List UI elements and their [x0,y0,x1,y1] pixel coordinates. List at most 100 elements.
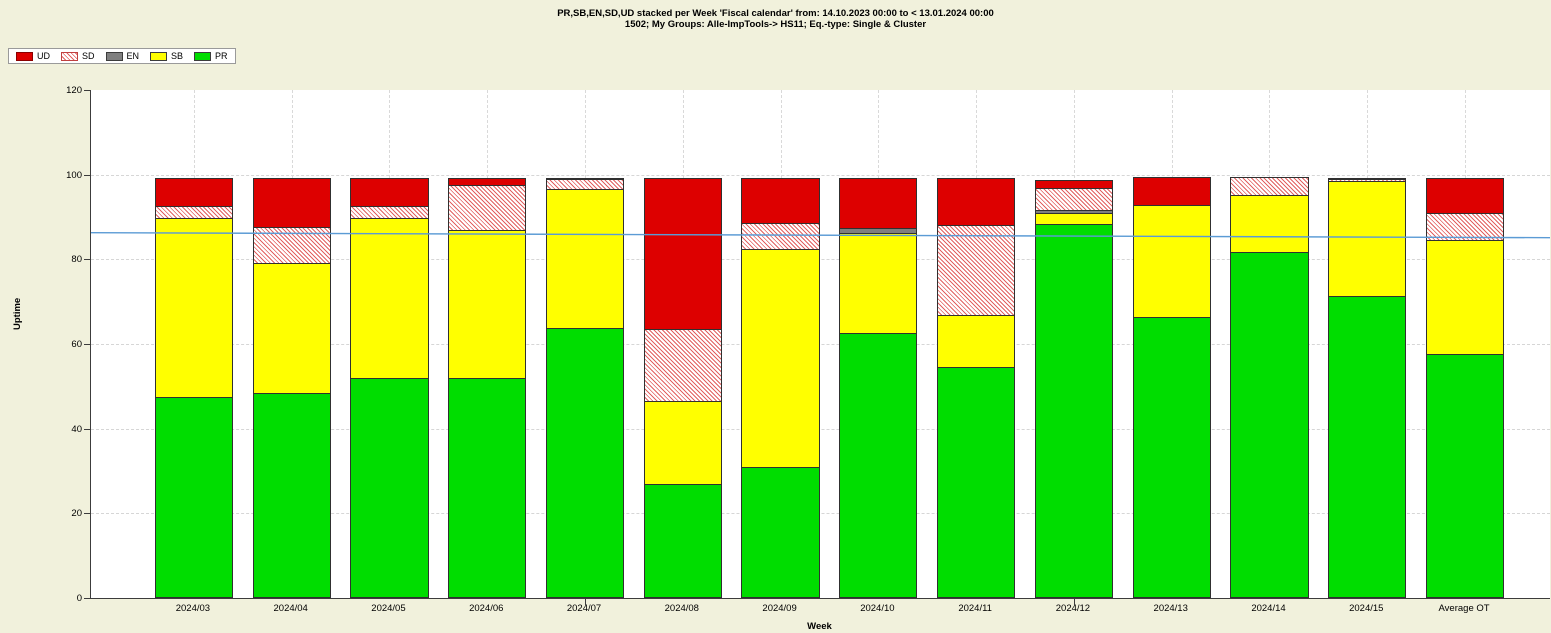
x-axis-title: Week [807,621,832,632]
x-tick-label: 2024/05 [371,603,406,614]
stacked-bar [1230,176,1309,598]
bar-slot-2024-03 [145,90,243,598]
x-tick-label: 2024/04 [273,603,308,614]
bar-segment-sd [741,222,820,250]
bar-segment-sb [1132,204,1211,319]
bar-segment-sd [1034,187,1114,212]
y-axis-title: Uptime [12,297,23,330]
x-tick-mark [1073,599,1075,605]
bar-segment-pr [937,366,1016,598]
bar-slot-2024-05 [341,90,439,598]
x-axis-labels: 2024/03 2024/04 2024/05 2024/06 2024/07 2024/… [90,603,1549,614]
x-tick-mark [585,599,587,605]
stacked-bar [252,177,331,598]
bar-segment-ud [252,177,331,229]
bar-segment-ud [1425,177,1505,214]
y-tick-label-120: 120 [66,85,82,96]
stacked-bar [1034,179,1114,598]
bar-slot-2024-10 [829,90,927,598]
legend-label: SB [171,51,184,61]
bar-segment-ud [154,177,233,207]
plot-area [90,90,1550,605]
stacked-bar [545,177,625,598]
bar-segment-pr [1132,317,1211,598]
bar-slot-2024-11 [927,90,1025,598]
bar-segment-sd [154,205,233,220]
bar-segment-sb [448,230,527,379]
x-tick-label: 2024/11 [958,603,992,614]
y-tick-mark [84,428,90,430]
x-tick-label: 2024/12 [1055,603,1091,614]
sb-color-swatch-icon [150,51,168,61]
bar-segment-pr [643,484,722,598]
y-tick-label-0: 0 [76,593,82,604]
legend-item-sd: SD [61,51,95,61]
bar-segment-ud [1132,176,1211,206]
ud-color-swatch-icon [16,51,33,61]
bar-segment-sd [1425,212,1505,242]
bar-segment-sb [1328,181,1407,297]
legend: UD SD EN SB PR [8,48,236,64]
y-tick-mark [84,174,90,176]
x-tick-label: 2024/15 [1349,603,1384,614]
sd-color-swatch-icon [61,51,78,61]
x-tick-label: 2024/14 [1251,603,1286,614]
x-tick-label: 2024/09 [762,603,797,614]
pr-color-swatch-icon [194,51,212,61]
gridline-60 [91,344,1550,345]
x-tick-label: 2024/10 [860,603,895,614]
y-tick-mark [84,344,90,345]
y-tick-label-40: 40 [71,423,82,435]
bar-segment-pr [1034,224,1114,598]
bar-segment-pr [1425,354,1505,598]
bar-segment-sb [252,262,331,394]
gridline-80 [91,259,1550,261]
legend-label: SD [82,51,95,61]
y-tick-label-60: 60 [71,339,82,350]
bar-segment-pr [545,327,625,598]
legend-item-en: EN [105,51,140,61]
bar-segment-ud [937,177,1016,226]
stacked-bar [643,177,722,598]
bar-segment-pr [1230,252,1309,598]
legend-item-sb: SB [150,51,183,61]
chart-title-line2: 1502; My Groups: Alle-ImpTools-> HS11; E… [624,18,927,30]
bar-segment-pr [1328,295,1407,598]
stacked-bar [937,177,1016,598]
bar-segment-sd [1230,176,1309,196]
gridline-40 [91,428,1550,430]
bar-segment-sb [839,232,918,334]
stacked-bar [350,177,429,598]
bar-slot-average-ot [1416,90,1514,598]
stacked-bar [839,177,918,598]
y-tick-label-100: 100 [66,169,82,181]
bar-slot-2024-09 [732,90,830,598]
bar-segment-pr [839,332,918,598]
bar-segment-pr [448,377,527,598]
x-tick-label: 2024/08 [664,603,699,614]
bar-segment-sd [350,205,429,220]
y-tick-mark [84,598,90,599]
bar-slot-2024-12 [1025,90,1123,605]
bar-segment-sb [643,400,722,486]
bar-segment-ud [643,177,722,330]
y-tick-mark [84,90,90,91]
stacked-bar [1328,177,1407,598]
y-tick-label-80: 80 [71,254,82,266]
stacked-bar [448,177,527,598]
stacked-bar [154,177,233,598]
chart-title: PR,SB,EN,SD,UD stacked per Week 'Fiscal … [0,8,1551,31]
bar-row [91,90,1550,605]
bar-slot-2024-15 [1318,90,1416,598]
bar-segment-pr [252,392,331,598]
legend-label: PR [215,51,228,61]
bar-segment-pr [350,378,429,598]
stacked-bar [1132,176,1211,598]
legend-label: UD [37,51,50,61]
y-tick-mark [84,259,90,261]
bar-segment-sb [350,218,429,380]
legend-label: EN [126,51,140,61]
bar-segment-sd [937,224,1016,317]
bar-slot-2024-13 [1123,90,1221,598]
bar-segment-sb [154,218,233,398]
